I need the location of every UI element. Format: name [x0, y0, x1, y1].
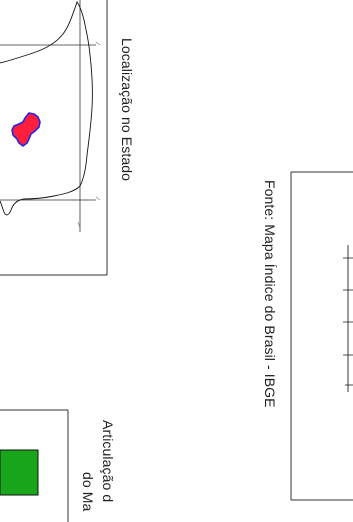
location-grid-tick — [95, 41, 101, 46]
location-map-title: Localização no Estado — [119, 38, 135, 181]
study-area-polygon — [11, 112, 41, 147]
state-outline — [0, 1, 93, 216]
articulation-title-line1: Articulação d — [100, 420, 116, 503]
articulation-title-line2: do Ma — [80, 472, 96, 512]
location-grid-tick — [95, 196, 101, 201]
index-map-frame — [290, 171, 353, 501]
location-grid-tick — [77, 221, 81, 229]
highlighted-map-sheet — [0, 449, 39, 496]
articulation-frame — [0, 409, 69, 522]
location-map-frame — [0, 0, 108, 276]
source-credit: Fonte: Mapa Índice do Brasil - IBGE — [262, 180, 278, 408]
